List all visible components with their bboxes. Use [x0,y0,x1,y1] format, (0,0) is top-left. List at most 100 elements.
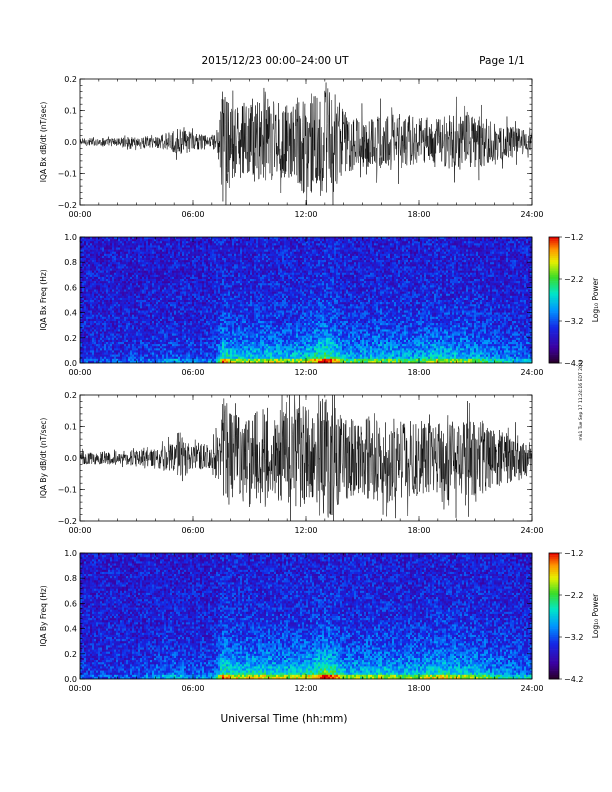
panel-2-spectrogram-cell [200,237,203,240]
panel-2-spectrogram-cell [136,253,139,257]
panel-2-spectrogram-cell [228,255,231,259]
panel-2-spectrogram-cell [86,335,89,339]
panel-2-spectrogram-cell [82,316,85,320]
panel-2-spectrogram-cell [86,304,89,307]
panel-2-spectrogram-cell [212,346,215,349]
panel-2-spectrogram-cell [216,329,219,332]
panel-2-spectrogram-cell [228,293,231,297]
panel-2-spectrogram-cell [190,354,193,357]
panel-2-spectrogram-cell [144,270,147,273]
panel-2-spectrogram-cell [100,283,103,286]
panel-2-spectrogram-cell [186,297,189,301]
panel-2-spectrogram-cell [202,358,205,362]
panel-1-y-axis-title: IQA Bx dB/dt (nT/sec) [39,102,48,183]
panel-2-spectrogram-cell [144,255,147,259]
panel-2-spectrogram-cell [144,346,147,349]
panel-2-spectrogram-cell [206,300,209,303]
panel-2-spectrogram-cell [230,272,233,276]
panel-2-spectrogram-cell [146,346,149,349]
panel-2-spectrogram-cell [120,306,123,309]
panel-2-spectrogram-cell [222,272,225,276]
panel-2-spectrogram-cell [86,344,89,347]
panel-2-spectrogram-cell [168,356,171,360]
panel-1-x-tick-label: 24:00 [520,210,543,219]
panel-2-spectrogram-cell [194,335,197,339]
panel-2-spectrogram-cell [134,329,137,332]
panel-2-spectrogram-cell [218,285,221,288]
panel-2-spectrogram-cell [172,308,175,311]
panel-2-spectrogram-cell [148,237,151,240]
panel-2-spectrogram-cell [110,333,113,336]
panel-2-spectrogram-cell [168,274,171,278]
panel-2-spectrogram-cell [174,312,177,315]
panel-2-spectrogram-cell [202,293,205,297]
panel-2-spectrogram-cell [168,268,171,271]
panel-2-spectrogram-cell [116,327,119,330]
panel-2-spectrogram-cell [92,245,95,248]
panel-2-spectrogram-cell [176,287,179,290]
panel-2-spectrogram-cell [100,302,103,305]
panel-2-spectrogram-cell [114,291,117,294]
panel-2-spectrogram-cell [214,247,217,250]
panel-2-spectrogram-cell [152,300,155,303]
panel-2-spectrogram-cell [110,297,113,301]
panel-2-spectrogram-cell [170,297,173,301]
panel-2-spectrogram-cell [194,348,197,351]
panel-2-spectrogram-cell [212,316,215,320]
panel-2-spectrogram-cell [110,251,113,255]
panel-2-spectrogram-cell [202,272,205,276]
panel-2-spectrogram-cell [148,251,151,255]
panel-2-spectrogram-cell [208,281,211,284]
panel-2-spectrogram-cell [86,316,89,320]
panel-2-spectrogram-cell [124,360,127,364]
panel-2-spectrogram-cell [196,287,199,290]
panel-2-spectrogram-cell [108,308,111,311]
panel-2-spectrogram-cell [110,237,113,240]
panel-2-spectrogram-cell [134,253,137,257]
panel-2-spectrogram-cell [172,272,175,276]
panel-2-spectrogram-cell [196,339,199,343]
panel-2-spectrogram-cell [124,306,127,309]
panel-2-spectrogram-cell [180,333,183,336]
panel-2-spectrogram-cell [108,348,111,351]
panel-2-spectrogram-cell [136,337,139,341]
panel-2-spectrogram-cell [174,274,177,278]
panel-2-spectrogram-cell [140,295,143,299]
panel-2-spectrogram-cell [84,276,87,280]
panel-2-spectrogram-cell [162,262,165,265]
panel-2-spectrogram-cell [210,262,213,265]
panel-2-spectrogram-cell [218,272,221,276]
panel-2-spectrogram-cell [98,327,101,330]
panel-2-spectrogram-cell [150,306,153,309]
panel-2-spectrogram-cell [156,293,159,297]
panel-2-spectrogram-cell [196,310,199,313]
panel-2-spectrogram-cell [178,321,181,324]
panel-2-spectrogram-cell [174,321,177,324]
panel-2-spectrogram-cell [240,302,243,305]
panel-2-spectrogram-cell [226,295,229,299]
panel-2-spectrogram-cell [106,321,109,324]
panel-2-spectrogram-cell [224,276,227,280]
panel-2-spectrogram-cell [168,325,171,328]
panel-2-spectrogram-cell [198,329,201,332]
panel-2-spectrogram-cell [214,272,217,276]
panel-2-spectrogram-cell [214,262,217,265]
panel-2-spectrogram-cell [166,325,169,328]
panel-2-spectrogram-cell [176,249,179,252]
panel-2-spectrogram-cell [238,342,241,345]
panel-2-spectrogram-cell [228,348,231,351]
panel-2-spectrogram-cell [156,335,159,339]
panel-2-spectrogram-cell [202,243,205,246]
panel-2-spectrogram-cell [156,308,159,311]
panel-2-spectrogram-cell [124,237,127,240]
panel-2-spectrogram-cell [134,268,137,271]
panel-2-spectrogram-cell [98,337,101,341]
panel-2-spectrogram-cell [202,316,205,320]
panel-2-spectrogram-cell [224,243,227,246]
panel-2-spectrogram-cell [228,335,231,339]
panel-2-spectrogram-cell [98,239,101,242]
panel-2-spectrogram-cell [226,291,229,294]
panel-2-spectrogram-cell [138,287,141,290]
panel-2-spectrogram-cell [150,297,153,301]
panel-2-spectrogram-cell [188,268,191,271]
